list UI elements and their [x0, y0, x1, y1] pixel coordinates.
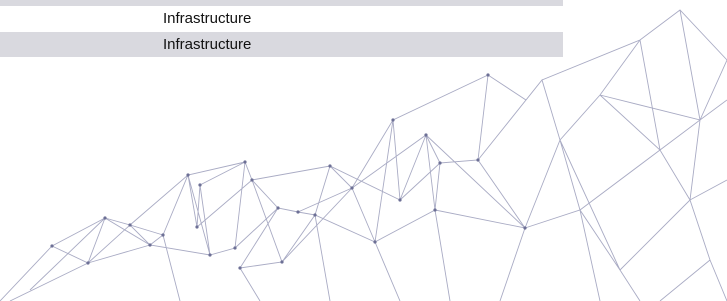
page: {"table": {"rows": [["Infrastructure"], … [0, 0, 727, 301]
network-lines [0, 10, 727, 301]
network-nodes [50, 73, 526, 269]
network-graphic [0, 0, 727, 301]
